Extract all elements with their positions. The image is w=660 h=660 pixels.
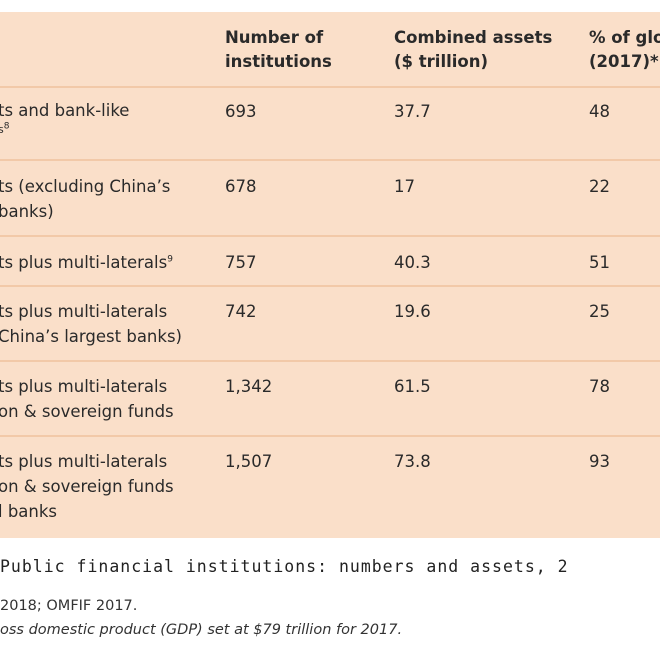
table-caption: Public financial institutions: numbers a… <box>0 557 569 576</box>
row-label: ts and bank-like s8 <box>0 98 129 137</box>
row-divider <box>0 159 660 161</box>
row-label-line: banks) <box>0 202 54 221</box>
footnote-note: oss domestic product (GDP) set at $79 tr… <box>0 622 403 638</box>
header-assets: Combined assets ($ trillion) <box>394 26 552 74</box>
row-pct: 48 <box>589 102 610 121</box>
header-count: Number of institutions <box>225 26 332 74</box>
row-count: 757 <box>225 253 257 272</box>
row-label-line: l banks <box>0 502 58 521</box>
header-pct-line2: (2017)* <box>589 52 659 71</box>
row-label-line: ts plus multi-laterals <box>0 452 168 471</box>
row-label-line: ts and bank-like <box>0 101 130 120</box>
row-label-line: ts plus multi-laterals <box>0 377 168 396</box>
row-label: ts plus multi-laterals on & sovereign fu… <box>0 374 174 424</box>
row-assets: 40.3 <box>394 253 431 272</box>
header-assets-line1: Combined assets <box>394 28 553 47</box>
row-label-line: China’s largest banks) <box>0 327 182 346</box>
row-label-line: ts (excluding China’s <box>0 177 171 196</box>
row-label: ts plus multi-laterals on & sovereign fu… <box>0 449 174 524</box>
row-label: ts plus multi-laterals9 <box>0 250 173 275</box>
row-pct: 22 <box>589 177 610 196</box>
row-pct: 78 <box>589 377 610 396</box>
row-assets: 61.5 <box>394 377 431 396</box>
row-label: ts plus multi-laterals China’s largest b… <box>0 299 182 349</box>
row-label-line: s <box>0 123 4 136</box>
row-divider <box>0 435 660 437</box>
header-assets-line2: ($ trillion) <box>394 52 489 71</box>
source-line: 2018; OMFIF 2017. <box>0 598 138 614</box>
row-label: ts (excluding China’s banks) <box>0 174 170 224</box>
row-divider <box>0 285 660 287</box>
header-pct: % of glo (2017)* <box>589 26 660 74</box>
table-header: Number of institutions Combined assets (… <box>0 12 660 86</box>
data-table: Number of institutions Combined assets (… <box>0 12 660 538</box>
row-count: 693 <box>225 102 257 121</box>
row-divider <box>0 235 660 237</box>
row-count: 742 <box>225 302 257 321</box>
row-divider <box>0 86 660 88</box>
row-label-line: on & sovereign funds <box>0 477 174 496</box>
row-count: 1,342 <box>225 377 273 396</box>
row-label-line: ts plus multi-laterals <box>0 253 168 272</box>
row-divider <box>0 360 660 362</box>
row-label-line: on & sovereign funds <box>0 402 174 421</box>
row-count: 678 <box>225 177 257 196</box>
row-count: 1,507 <box>225 452 273 471</box>
row-label-line: ts plus multi-laterals <box>0 302 168 321</box>
row-assets: 73.8 <box>394 452 431 471</box>
row-assets: 19.6 <box>394 302 431 321</box>
header-count-line2: institutions <box>225 52 332 71</box>
row-assets: 37.7 <box>394 102 431 121</box>
footnote-marker: 9 <box>167 254 173 265</box>
row-assets: 17 <box>394 177 415 196</box>
row-pct: 93 <box>589 452 610 471</box>
row-pct: 25 <box>589 302 610 321</box>
header-count-line1: Number of <box>225 28 324 47</box>
row-pct: 51 <box>589 253 610 272</box>
footnote-marker: 8 <box>3 121 10 132</box>
header-pct-line1: % of glo <box>589 28 660 47</box>
